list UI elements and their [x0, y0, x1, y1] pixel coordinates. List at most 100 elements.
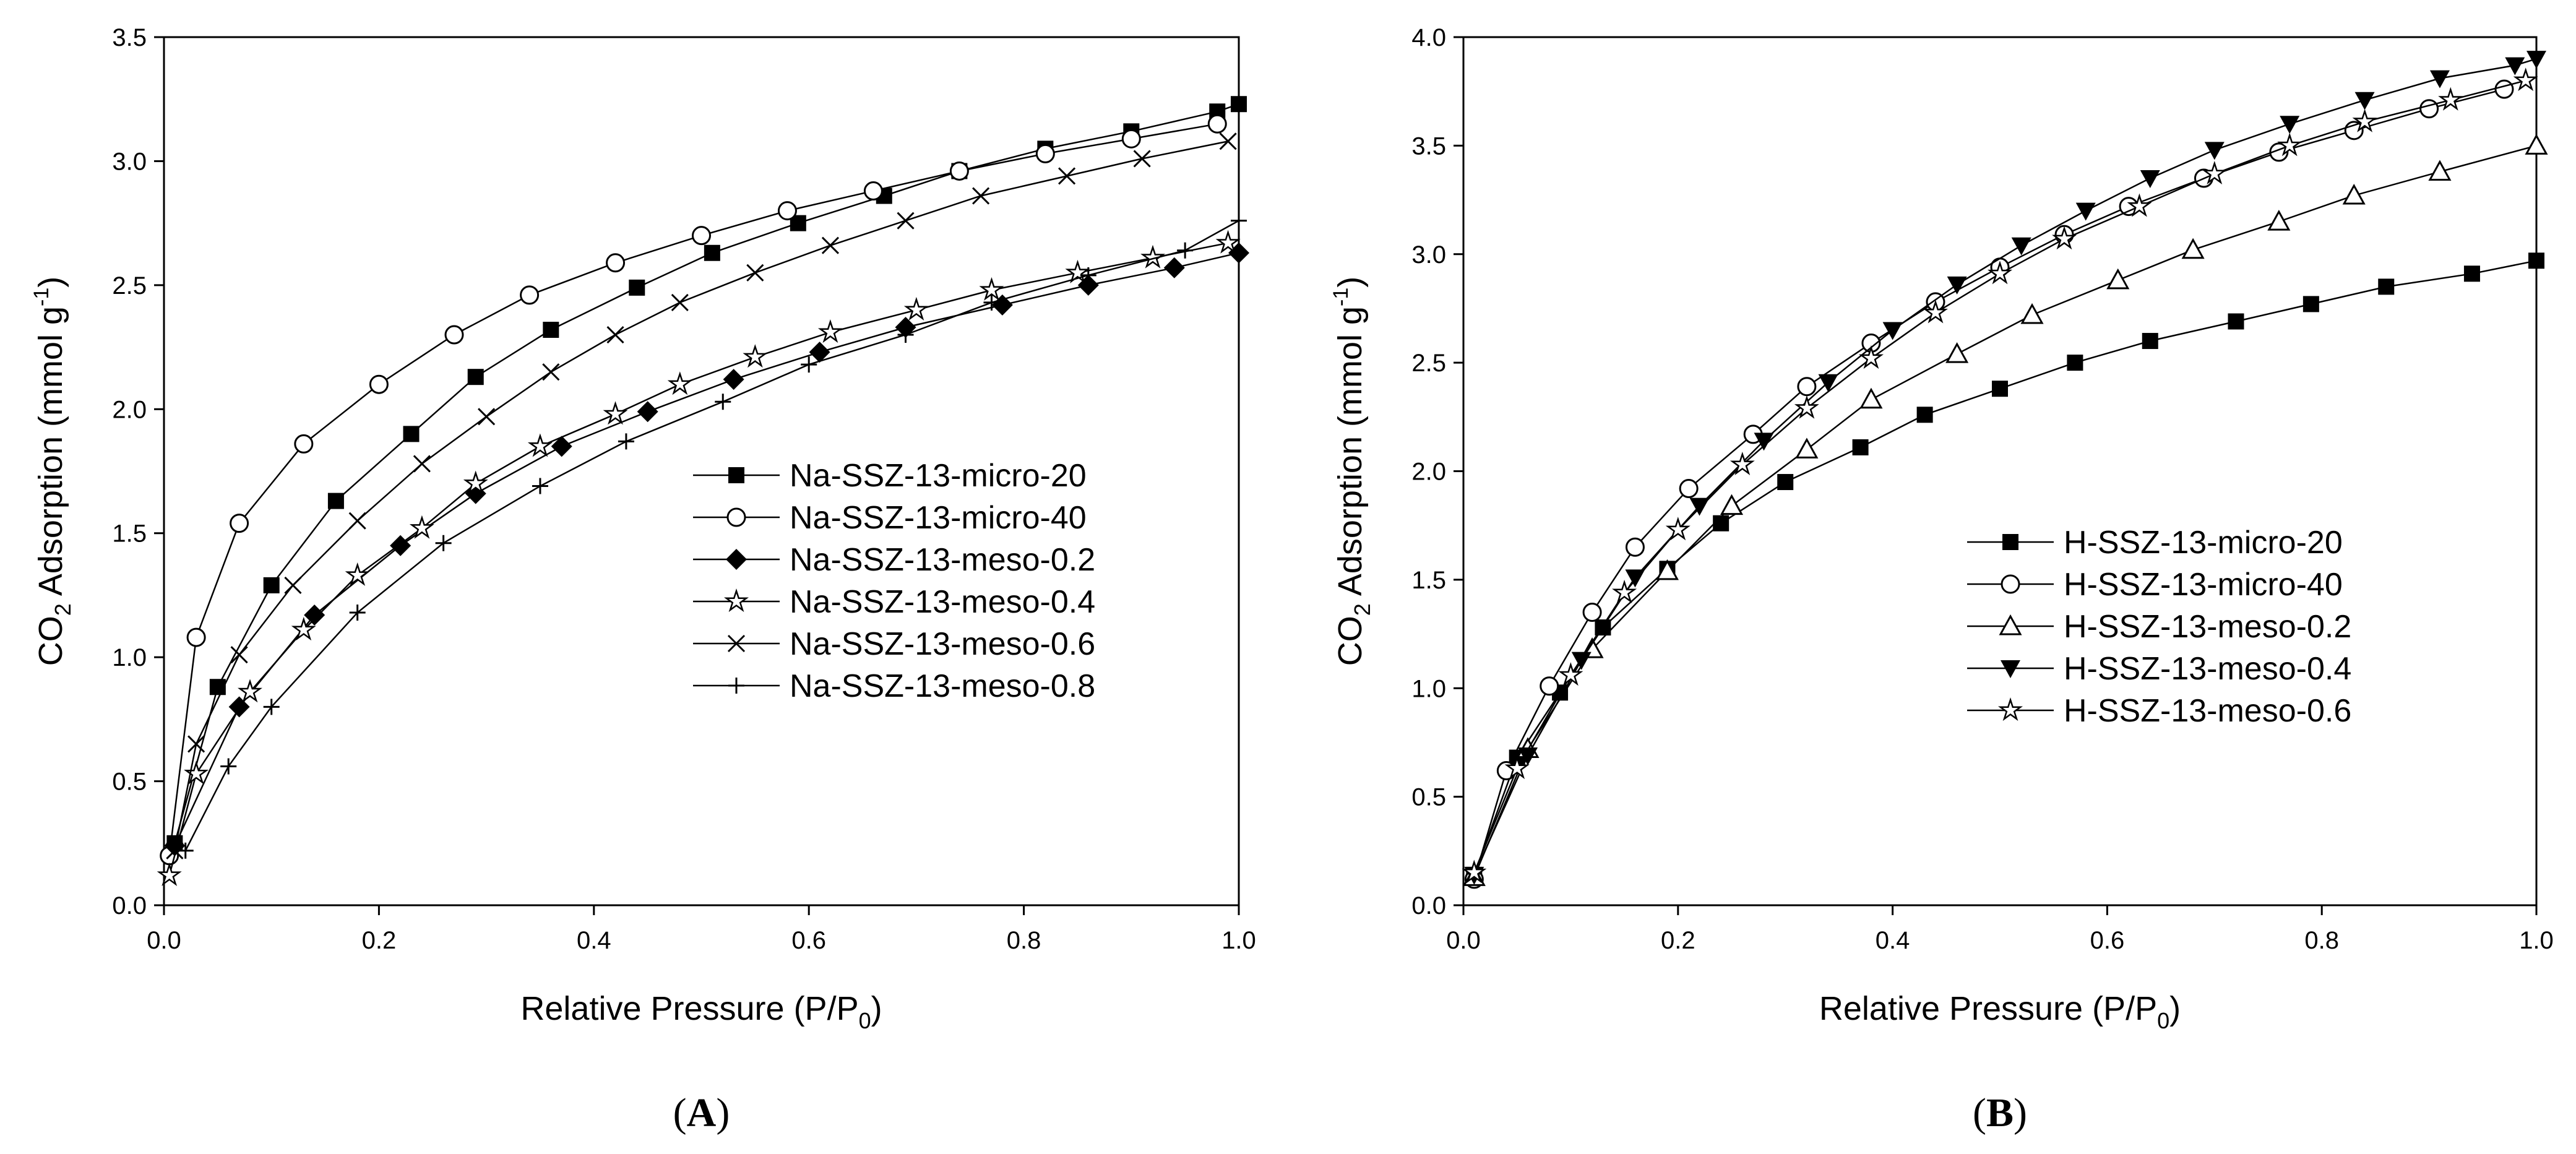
- y-axis-title: CO2 Adsorption (mmol g-1): [30, 277, 75, 666]
- data-point: [723, 369, 744, 390]
- y-tick-label: 2.0: [112, 396, 147, 423]
- data-point: [2052, 226, 2077, 250]
- data-point: [1777, 474, 1794, 491]
- legend-label: H-SSZ-13-meso-0.4: [2064, 651, 2351, 687]
- data-point: [1947, 276, 1967, 295]
- data-point: [2428, 160, 2452, 181]
- series-Na-SSZ-13-meso-0.8: [177, 212, 1247, 859]
- data-point: [2378, 278, 2395, 295]
- data-point: [1992, 381, 2008, 397]
- data-point: [2202, 160, 2227, 184]
- y-tick-label: 1.0: [1411, 675, 1446, 702]
- y-tick-label: 0.5: [1411, 784, 1446, 811]
- data-point: [1058, 167, 1076, 185]
- data-point: [230, 514, 249, 533]
- chart-a-svg: 0.0 0.2 0.4 0.6 0.8 1.0 0.0 0.5 1.0 1.5 2.0 2.5 3.0 3…: [30, 24, 1256, 1135]
- x-tick-label: 0.4: [577, 927, 611, 954]
- y-tick-label: 3.0: [1411, 241, 1446, 269]
- data-point: [1215, 230, 1241, 254]
- data-point: [478, 408, 496, 426]
- data-point: [2106, 268, 2130, 290]
- data-point: [1987, 261, 2013, 285]
- data-point: [2354, 92, 2375, 110]
- legend-marker: [723, 588, 749, 613]
- data-point: [897, 327, 914, 343]
- legend-marker: [726, 507, 746, 527]
- data-point: [2505, 57, 2525, 75]
- legend-label: H-SSZ-13-meso-0.6: [2064, 693, 2351, 729]
- data-point: [949, 161, 969, 181]
- y-tick-label: 2.5: [1411, 350, 1446, 377]
- data-point: [1945, 342, 1969, 363]
- x-tick-label: 0.0: [147, 927, 181, 954]
- legend-marker: [728, 467, 744, 483]
- data-point: [1679, 479, 1699, 499]
- series-line: [1473, 260, 2537, 876]
- data-point: [1504, 755, 1530, 780]
- data-point: [237, 679, 262, 703]
- data-point: [1859, 387, 1883, 409]
- data-point: [1462, 859, 1487, 884]
- x-tick-label: 0.4: [1876, 927, 1910, 954]
- x-axis-title: Relative Pressure (P/P0): [520, 990, 882, 1033]
- data-point: [1177, 242, 1194, 259]
- data-point: [2419, 99, 2439, 119]
- data-point: [671, 293, 689, 311]
- data-point: [1540, 676, 1559, 696]
- data-point: [2528, 252, 2544, 269]
- legend-marker: [728, 678, 744, 694]
- data-point: [606, 253, 626, 273]
- data-point: [1065, 259, 1090, 283]
- data-point: [746, 264, 764, 282]
- data-point: [1582, 602, 1602, 622]
- data-point: [1231, 96, 1247, 113]
- x-tick-label: 0.8: [1007, 927, 1041, 954]
- y-tick-label: 3.5: [1411, 132, 1446, 160]
- x-tick-label: 1.0: [1221, 927, 1256, 954]
- series-line: [184, 220, 1239, 851]
- legend-label: H-SSZ-13-micro-40: [2064, 567, 2343, 603]
- legend-label: H-SSZ-13-micro-20: [2064, 525, 2343, 561]
- x-tick-label: 0.6: [2090, 927, 2125, 954]
- data-point: [2127, 193, 2152, 217]
- series-Na-SSZ-13-meso-0.4: [157, 230, 1241, 886]
- data-point: [2267, 210, 2291, 231]
- y-tick-label: 2.0: [1411, 459, 1446, 486]
- y-tick-label: 1.0: [112, 644, 147, 671]
- chart-panel-a: 0.0 0.2 0.4 0.6 0.8 1.0 0.0 0.5 1.0 1.5 2.0 2.5 3.0 3…: [0, 0, 1287, 1154]
- data-point: [1219, 132, 1237, 150]
- series-H-SSZ-13-meso-0.4: [1464, 51, 2546, 885]
- data-point: [1571, 652, 1592, 670]
- data-point: [551, 436, 572, 457]
- data-point: [291, 616, 316, 641]
- legend: Na-SSZ-13-micro-20 Na-SSZ-13-micro-40 Na-S…: [693, 458, 1095, 704]
- legend-marker: [727, 634, 746, 653]
- data-point: [606, 325, 624, 344]
- data-point: [2181, 238, 2205, 259]
- x-axis-title: Relative Pressure (P/P0): [1819, 990, 2181, 1033]
- data-point: [543, 322, 559, 338]
- data-point: [2352, 108, 2377, 132]
- data-point: [1794, 395, 1819, 419]
- data-point: [2204, 142, 2225, 160]
- y-tick-label: 0.5: [112, 769, 147, 796]
- data-point: [345, 562, 370, 586]
- data-point: [618, 433, 634, 450]
- x-tick-label: 0.8: [2304, 927, 2339, 954]
- series-line: [1473, 58, 2537, 876]
- data-point: [1754, 433, 1774, 451]
- series-Na-SSZ-13-meso-0.6: [166, 132, 1237, 859]
- data-point: [897, 212, 915, 230]
- data-point: [2463, 265, 2480, 282]
- y-tick-label: 3.5: [112, 24, 147, 51]
- legend-label: H-SSZ-13-meso-0.2: [2064, 609, 2351, 645]
- data-point: [294, 434, 314, 454]
- data-point: [1818, 374, 1838, 392]
- x-tick-label: 0.2: [362, 927, 397, 954]
- legend-marker: [1997, 697, 2023, 721]
- legend-marker: [726, 549, 747, 570]
- data-point: [2526, 51, 2546, 69]
- data-point: [263, 699, 280, 715]
- data-point: [220, 758, 237, 775]
- y-tick-label: 3.0: [112, 148, 147, 175]
